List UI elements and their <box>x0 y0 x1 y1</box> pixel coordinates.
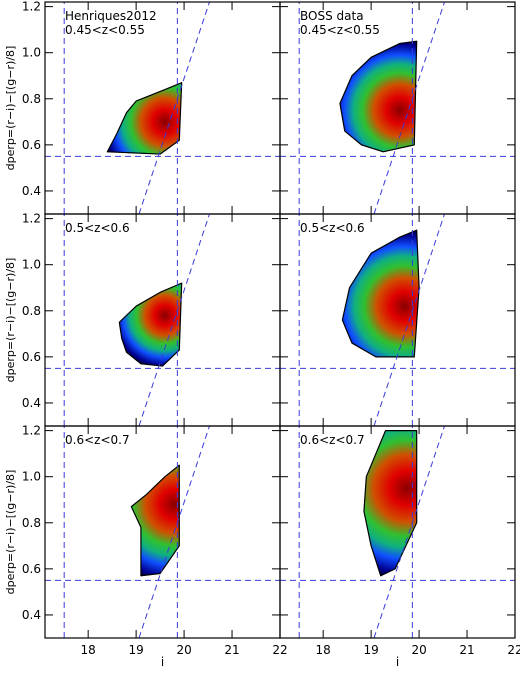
x-tick-label: 22 <box>272 643 287 657</box>
y-tick-label: 0.8 <box>22 92 41 106</box>
x-axis-label: i <box>396 655 399 669</box>
panel-label: BOSS data <box>300 9 364 23</box>
cut-line <box>138 1 210 215</box>
y-tick-label: 0.6 <box>22 350 41 364</box>
cut-line <box>138 213 210 427</box>
x-tick-label: 22 <box>507 643 520 657</box>
density-region <box>130 464 180 577</box>
y-tick-label: 1.0 <box>22 258 41 272</box>
x-tick-label: 18 <box>81 643 96 657</box>
cut-line <box>373 1 445 215</box>
panel-label: 0.6<z<0.7 <box>65 433 130 447</box>
x-tick-label: 20 <box>411 643 426 657</box>
density-region <box>118 282 183 367</box>
cut-line <box>138 425 210 639</box>
y-tick-label: 1.0 <box>22 470 41 484</box>
y-tick-label: 0.4 <box>22 396 41 410</box>
panel-label: 0.45<z<0.55 <box>300 23 380 37</box>
cut-line <box>373 425 445 639</box>
x-tick-label: 21 <box>459 643 474 657</box>
y-tick-label: 0.6 <box>22 562 41 576</box>
panel-frame <box>279 425 516 639</box>
x-axis-label: i <box>161 655 164 669</box>
y-tick-label: 1.2 <box>22 424 41 438</box>
y-axis-label: dperp=(r−i)−[(g−r)/8] <box>4 46 17 171</box>
density-region <box>339 40 418 153</box>
x-tick-label: 19 <box>128 643 143 657</box>
x-tick-label: 19 <box>363 643 378 657</box>
y-tick-label: 1.2 <box>22 212 41 226</box>
y-tick-label: 1.0 <box>22 46 41 60</box>
y-axis-label: dperp=(r−i)−[(g−r)/8] <box>4 470 17 595</box>
panel-label: 0.6<z<0.7 <box>300 433 365 447</box>
y-tick-label: 0.8 <box>22 516 41 530</box>
panel-label: Henriques2012 <box>65 9 157 23</box>
panel-label: 0.5<z<0.6 <box>300 221 365 235</box>
panel-label: 0.45<z<0.55 <box>65 23 145 37</box>
density-region <box>363 430 418 577</box>
cut-line <box>373 213 445 427</box>
x-tick-label: 18 <box>316 643 331 657</box>
y-tick-label: 0.4 <box>22 184 41 198</box>
density-region <box>341 229 420 358</box>
x-tick-label: 20 <box>176 643 191 657</box>
panel-label: 0.5<z<0.6 <box>65 221 130 235</box>
density-region <box>106 82 183 155</box>
y-axis-label: dperp=(r−i)−[(g−r)/8] <box>4 258 17 383</box>
y-tick-label: 1.2 <box>22 0 41 14</box>
y-tick-label: 0.6 <box>22 138 41 152</box>
y-tick-label: 0.4 <box>22 608 41 622</box>
x-tick-label: 21 <box>224 643 239 657</box>
y-tick-label: 0.8 <box>22 304 41 318</box>
